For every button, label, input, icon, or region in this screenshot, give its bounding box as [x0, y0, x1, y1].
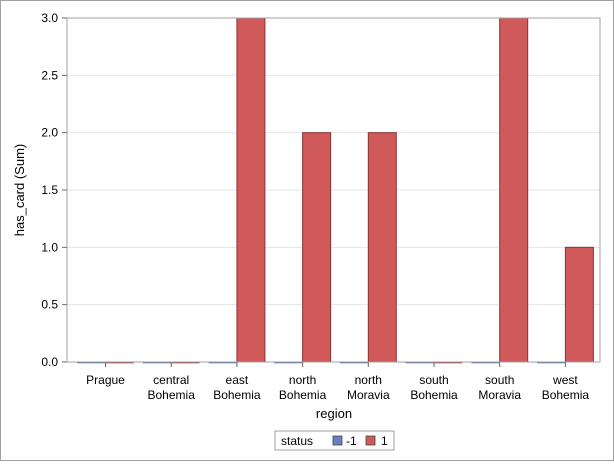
y-tick-label: 1.0: [41, 240, 58, 254]
bar-series-1: [367, 132, 397, 363]
bar-series-1: [564, 246, 594, 363]
legend-label-series-minus1: -1: [346, 434, 357, 448]
y-axis-title: has_card (Sum): [12, 144, 27, 236]
y-tick-label: 0.5: [41, 298, 58, 312]
bar-series-1: [236, 17, 266, 363]
y-tick-label: 1.5: [41, 183, 58, 197]
x-tick-label: south Bohemia: [410, 373, 458, 402]
x-tick-label: central Bohemia: [148, 373, 196, 402]
legend: status -1 1: [274, 430, 395, 451]
x-tick-label: east Bohemia: [213, 373, 261, 402]
x-tick-label: north Moravia: [347, 373, 390, 402]
y-tick-label: 3.0: [41, 11, 58, 25]
x-axis-title: region: [316, 406, 352, 421]
legend-label-series-1: 1: [381, 434, 388, 448]
y-tick-label: 0.0: [41, 355, 58, 369]
legend-title: status: [281, 434, 313, 448]
y-tick-label: 2.0: [41, 126, 58, 140]
x-tick-label: west Bohemia: [542, 373, 590, 402]
x-tick-label: north Bohemia: [279, 373, 327, 402]
x-axis-ticks: Prague central Bohemia east Bohemia north Bohe…: [86, 362, 589, 402]
legend-swatch-series-1: [365, 435, 376, 446]
plot-area: [66, 17, 601, 363]
y-tick-label: 2.5: [41, 68, 58, 82]
bar-series-1: [302, 132, 332, 363]
y-axis-ticks: 0.0 0.5 1.0 1.5 2.0 2.5 3.0: [41, 11, 67, 369]
x-tick-label: Prague: [86, 373, 125, 387]
bar-series-1: [499, 17, 529, 363]
legend-swatch-series-minus1: [332, 435, 343, 446]
x-tick-label: south Moravia: [478, 373, 521, 402]
